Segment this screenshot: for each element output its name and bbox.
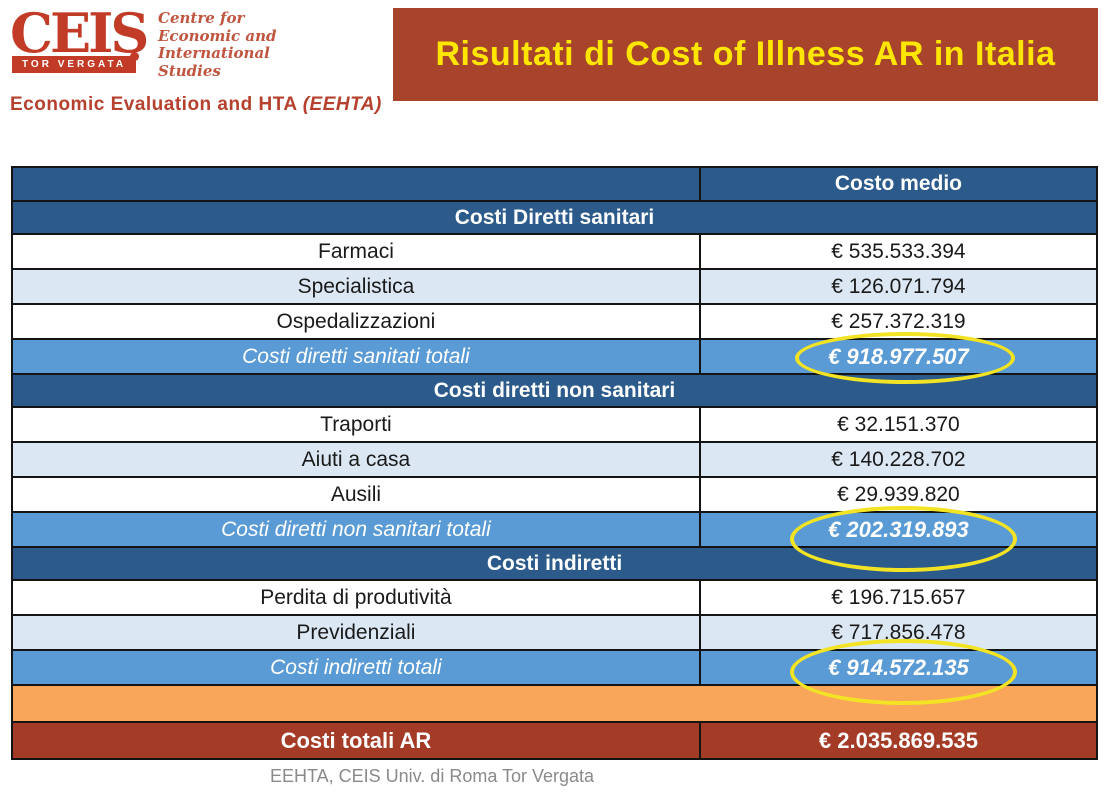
grand-total-label: Costi totali AR (11, 721, 701, 760)
row-label: Perdita di produtività (11, 579, 701, 616)
title-banner: Risultati di Cost of Illness AR in Itali… (393, 8, 1098, 101)
subtotal-label: Costi indiretti totali (11, 649, 701, 686)
section-row-costi-indiretti: Costi indiretti (11, 546, 1098, 581)
table-row: Farmaci € 535.533.394 (11, 233, 1099, 270)
table-row: Perdita di produtività € 196.715.657 (11, 579, 1099, 616)
subtotal-label: Costi diretti sanitati totali (11, 338, 701, 375)
row-value: € 257.372.319 (698, 303, 1099, 340)
table-row: Traporti € 32.151.370 (11, 406, 1099, 443)
ceis-logo-top: CEIS TOR VERGATA Centre for Economic and… (10, 1, 390, 86)
tagline-line: Centre for (158, 9, 245, 27)
grand-total-row: Costi totali AR € 2.035.869.535 (11, 721, 1099, 760)
subtotal-row-indiretti: Costi indiretti totali € 914.572.135 (11, 649, 1099, 686)
subtotal-value: € 914.572.135 (698, 649, 1099, 686)
eehta-subtitle-text: Economic Evaluation and HTA (10, 94, 303, 115)
row-label: Ausili (11, 476, 701, 513)
tor-vergata-badge: TOR VERGATA (12, 56, 137, 73)
row-label: Farmaci (11, 233, 701, 270)
table-row: Aiuti a casa € 140.228.702 (11, 441, 1099, 478)
table-row: Ospedalizzazioni € 257.372.319 (11, 303, 1099, 340)
spacer-cell (11, 684, 1098, 723)
eehta-subtitle: Economic Evaluation and HTA (EEHTA) (10, 94, 390, 116)
row-value: € 196.715.657 (698, 579, 1099, 616)
row-value: € 32.151.370 (698, 406, 1099, 443)
table-row: Specialistica € 126.071.794 (11, 268, 1099, 305)
column-header-costo-medio: Costo medio (698, 166, 1099, 202)
ceis-wordmark-block: CEIS TOR VERGATA (10, 1, 149, 86)
subtotal-value: € 918.977.507 (698, 338, 1099, 375)
page-title: Risultati di Cost of Illness AR in Itali… (435, 35, 1056, 73)
ceis-logo: CEIS TOR VERGATA Centre for Economic and… (10, 1, 390, 116)
table-row: Previdenziali € 717.856.478 (11, 614, 1099, 651)
row-label: Aiuti a casa (11, 441, 701, 478)
ceis-wordmark: CEIS (10, 1, 149, 65)
row-value: € 140.228.702 (698, 441, 1099, 478)
row-label: Specialistica (11, 268, 701, 305)
ceis-tagline: Centre for Economic and International St… (158, 9, 277, 81)
footer-credit: EEHTA, CEIS Univ. di Roma Tor Vergata (269, 766, 595, 786)
row-value: € 126.071.794 (698, 268, 1099, 305)
tagline-line: International (158, 44, 270, 63)
row-value: € 535.533.394 (698, 233, 1099, 270)
subtotal-value: € 202.319.893 (698, 511, 1099, 548)
cost-of-illness-table: Costo medio Costi Diretti sanitari Farma… (11, 166, 1099, 760)
table-row: Ausili € 29.939.820 (11, 476, 1099, 513)
row-label: Ospedalizzazioni (11, 303, 701, 340)
eehta-subtitle-acronym: (EEHTA) (302, 94, 382, 115)
section-row-costi-diretti-non-sanitari: Costi diretti non sanitari (11, 373, 1098, 408)
section-label: Costi diretti non sanitari (11, 373, 1098, 408)
row-value: € 29.939.820 (698, 476, 1099, 513)
grand-total-value: € 2.035.869.535 (698, 721, 1099, 760)
section-label: Costi indiretti (11, 546, 1098, 581)
header-empty-cell (11, 166, 701, 202)
section-label: Costi Diretti sanitari (11, 200, 1098, 235)
subtotal-row-diretti-non-sanitari: Costi diretti non sanitari totali € 202.… (11, 511, 1099, 548)
subtotal-label: Costi diretti non sanitari totali (11, 511, 701, 548)
row-value: € 717.856.478 (698, 614, 1099, 651)
row-label: Previdenziali (11, 614, 701, 651)
spacer-row (11, 684, 1098, 723)
tagline-line: Economic and (158, 26, 277, 45)
row-label: Traporti (11, 406, 701, 443)
tagline-line: Studies (158, 62, 221, 81)
table-header-row: Costo medio (11, 166, 1099, 202)
subtotal-row-diretti-sanitari: Costi diretti sanitati totali € 918.977.… (11, 338, 1099, 375)
section-row-costi-diretti-sanitari: Costi Diretti sanitari (11, 200, 1098, 235)
